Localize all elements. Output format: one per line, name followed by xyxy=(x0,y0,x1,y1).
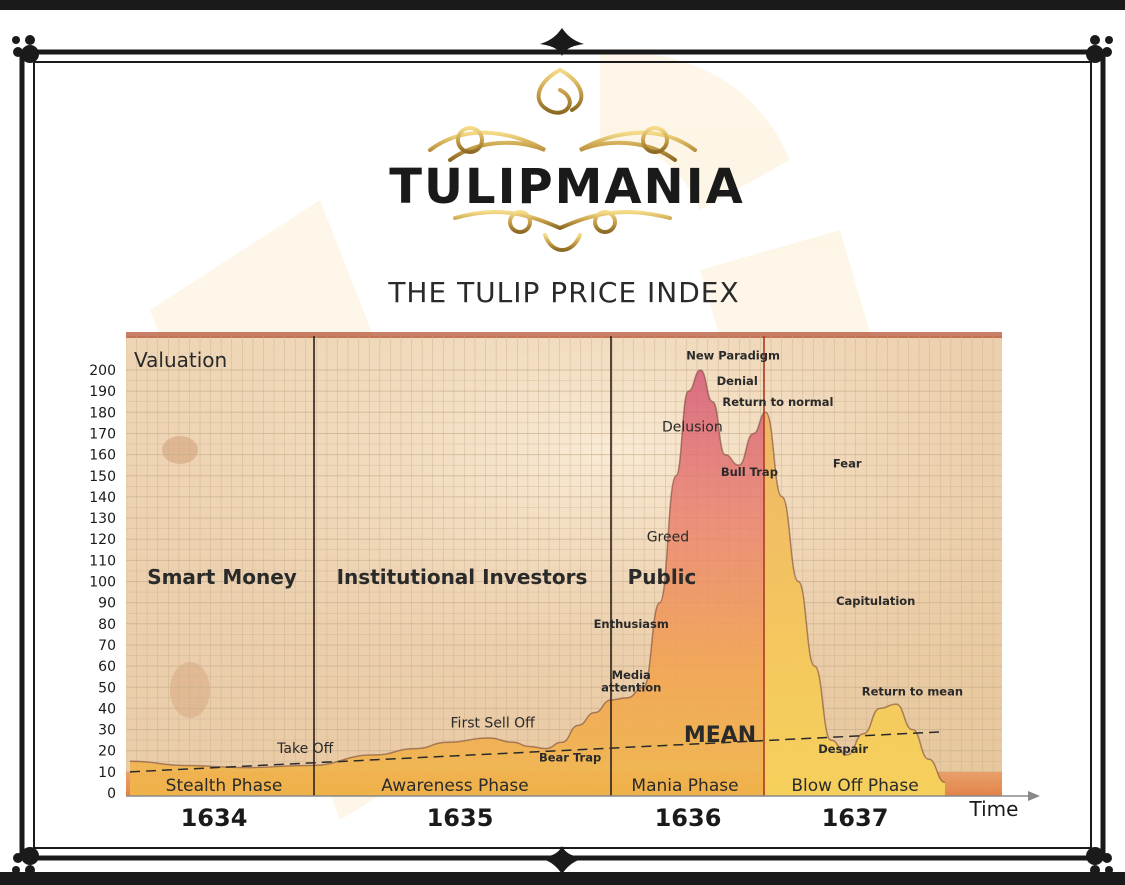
y-tick-label: 200 xyxy=(89,363,116,379)
y-tick-label: 0 xyxy=(107,786,116,802)
participant-label: Institutional Investors xyxy=(337,565,588,589)
mean-label: MEAN xyxy=(684,723,756,748)
annotation-label: Denial xyxy=(717,374,758,388)
y-tick-label: 60 xyxy=(98,659,116,675)
y-tick-label: 30 xyxy=(98,723,116,739)
y-tick-label: 130 xyxy=(89,511,116,527)
mean-line xyxy=(129,730,946,773)
annotation-label: First Sell Off xyxy=(451,715,536,731)
chart-labels: Stealth Phase Awareness Phase Mania Phase B… xyxy=(147,348,963,796)
phase-label: Mania Phase xyxy=(631,776,738,796)
logo-text: TULIPMANIA xyxy=(389,159,744,215)
x-axis-arrow xyxy=(1028,791,1040,801)
y-tick-label: 170 xyxy=(89,426,116,442)
y-tick-label: 140 xyxy=(89,490,116,506)
y-tick-label: 70 xyxy=(98,638,116,654)
y-tick-label: 190 xyxy=(89,384,116,400)
price-line xyxy=(129,369,946,784)
mean-line-group: MEAN xyxy=(129,723,946,773)
annotation-label: Return to normal xyxy=(722,395,833,409)
annotation-label: Take Off xyxy=(276,741,334,757)
annotation-label: attention xyxy=(601,680,661,694)
y-tick-label: 120 xyxy=(89,532,116,548)
y-tick-label: 80 xyxy=(98,617,116,633)
annotation-label: Bear Trap xyxy=(539,750,601,764)
annotation-label: Fear xyxy=(833,456,862,470)
annotation-label: Bull Trap xyxy=(721,465,778,479)
phase-label: Stealth Phase xyxy=(166,776,283,796)
axes: 0 10 20 30 40 50 60 70 80 90 100 110 120 130 140 150 160… xyxy=(89,348,1040,832)
price-area-fill-right xyxy=(764,412,945,796)
phase-label: Blow Off Phase xyxy=(791,776,918,796)
participant-label: Smart Money xyxy=(147,565,297,589)
logo-ornament xyxy=(428,68,697,252)
y-tick-label: 90 xyxy=(98,596,116,612)
price-area xyxy=(129,369,946,796)
phase-dividers xyxy=(313,336,765,796)
annotation-label: New Paradigm xyxy=(686,348,780,362)
annotation-label: Media xyxy=(612,668,651,682)
participant-label: Public xyxy=(628,565,697,589)
phase-label: Awareness Phase xyxy=(381,776,528,796)
y-tick-label: 160 xyxy=(89,448,116,464)
y-tick-label: 110 xyxy=(89,553,116,569)
y-tick-label: 100 xyxy=(89,575,116,591)
annotation-label: Capitulation xyxy=(836,594,915,608)
annotation-label: Greed xyxy=(647,529,689,545)
y-tick-label: 150 xyxy=(89,469,116,485)
price-area-fill xyxy=(130,370,945,796)
year-label: 1636 xyxy=(655,804,722,832)
poster-svg: TULIPMANIA THE TULIP PRICE INDEX MEAN 0 1… xyxy=(12,28,1113,875)
y-tick-label: 20 xyxy=(98,744,116,760)
y-tick-label: 180 xyxy=(89,405,116,421)
annotation-label: Despair xyxy=(818,742,868,756)
annotation-label: Enthusiasm xyxy=(594,617,669,631)
poster: TULIPMANIA THE TULIP PRICE INDEX MEAN 0 1… xyxy=(0,10,1125,875)
annotation-label: Delusion xyxy=(662,419,723,435)
y-tick-label: 40 xyxy=(98,701,116,717)
year-label: 1637 xyxy=(822,804,889,832)
y-tick-label: 50 xyxy=(98,680,116,696)
corner-ornaments xyxy=(12,28,1113,875)
year-label: 1634 xyxy=(181,804,248,832)
y-tick-label: 10 xyxy=(98,765,116,781)
chart-subtitle: THE TULIP PRICE INDEX xyxy=(387,276,739,309)
x-axis-label: Time xyxy=(969,797,1019,821)
y-axis-label: Valuation xyxy=(134,348,227,372)
annotation-label: Return to mean xyxy=(862,685,963,699)
year-label: 1635 xyxy=(427,804,494,832)
